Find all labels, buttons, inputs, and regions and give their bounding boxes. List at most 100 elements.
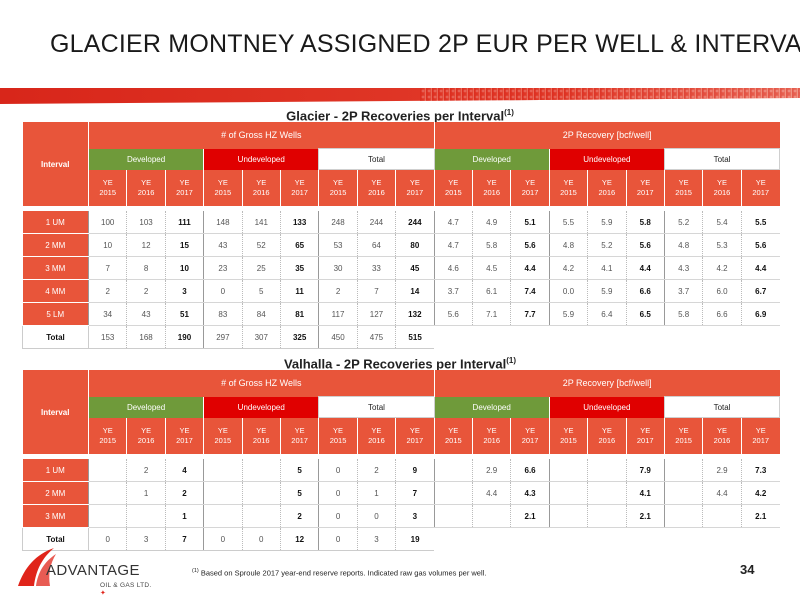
year-header: YE 2017: [164, 417, 204, 454]
valhalla-section-title: Valhalla - 2P Recoveries per Interval(1): [283, 356, 517, 372]
table-cell: [663, 459, 703, 482]
sub-header: Developed: [87, 396, 204, 418]
table-cell: 12: [126, 233, 166, 257]
table-cell: 5: [279, 459, 319, 482]
table-cell: 51: [164, 302, 204, 326]
table-cell: 14: [395, 279, 435, 303]
table-cell: 133: [279, 211, 319, 234]
year-header: YE 2017: [395, 417, 435, 454]
table-cell: [126, 504, 166, 528]
table-cell: 3.7: [433, 279, 473, 303]
table-cell: 33: [356, 256, 396, 280]
table-cell: [548, 459, 588, 482]
table-cell: 5.8: [625, 211, 665, 234]
year-header: YE 2017: [740, 169, 780, 206]
table-cell: 4.4: [740, 256, 780, 280]
table-cell: 3.7: [663, 279, 703, 303]
table-cell: 4.1: [587, 256, 627, 280]
table-cell: [433, 481, 473, 505]
table-cell: 6.6: [702, 302, 742, 326]
table-cell: 4.4: [471, 481, 511, 505]
table-cell: 6.6: [625, 279, 665, 303]
year-header: YE 2016: [241, 417, 281, 454]
group-header: 2P Recovery [bcf/well]: [433, 122, 780, 149]
table-cell: [587, 459, 627, 482]
table-cell: 5.6: [433, 302, 473, 326]
table-cell: 0: [318, 481, 358, 505]
logo-wordmark: ADVANTAGE: [46, 562, 140, 579]
year-header: YE 2015: [318, 169, 358, 206]
table-cell: 64: [356, 233, 396, 257]
table-cell: 6.7: [740, 279, 780, 303]
row-label: 3 MM: [22, 504, 89, 528]
year-header: YE 2016: [126, 169, 166, 206]
table-cell: 2: [279, 504, 319, 528]
total-row: Total 153 168 190 297 307 325 450 475 515: [22, 325, 780, 349]
row-label: Total: [22, 527, 89, 551]
year-header: YE 2017: [510, 169, 550, 206]
year-header: YE 2016: [702, 417, 742, 454]
table-cell: 148: [203, 211, 243, 234]
table-cell: 248: [318, 211, 358, 234]
table-cell: 2.1: [740, 504, 780, 528]
table-cell: 5.3: [702, 233, 742, 257]
table-cell: 7.7: [510, 302, 550, 326]
glacier-section-title: Glacier - 2P Recoveries per Interval(1): [286, 108, 514, 124]
table-cell: 4.2: [702, 256, 742, 280]
year-header: YE 2016: [702, 169, 742, 206]
table-cell: 80: [395, 233, 435, 257]
table-cell: 43: [203, 233, 243, 257]
year-header: YE 2015: [433, 417, 473, 454]
table-cell: 4.8: [663, 233, 703, 257]
table-cell: 2.1: [625, 504, 665, 528]
table-row: 3 MM 1 2 0 0 3 2.1 2.1 2.1: [22, 504, 780, 528]
table-cell: [663, 481, 703, 505]
table-cell: 475: [356, 325, 396, 349]
table-cell: 4.2: [548, 256, 588, 280]
row-label: 2 MM: [22, 233, 89, 257]
table-cell: 4.3: [663, 256, 703, 280]
table-cell: 4.4: [702, 481, 742, 505]
table-cell: 8: [126, 256, 166, 280]
table-cell: 11: [279, 279, 319, 303]
table-cell: 0: [87, 527, 127, 551]
table-cell: 2: [126, 459, 166, 482]
table-cell: 34: [87, 302, 127, 326]
table-cell: 23: [203, 256, 243, 280]
sub-header: Total: [318, 396, 435, 418]
table-cell: 168: [126, 325, 166, 349]
table-cell: 4: [164, 459, 204, 482]
table-cell: 43: [126, 302, 166, 326]
table-cell: 0: [203, 527, 243, 551]
year-header: YE 2017: [279, 169, 319, 206]
sub-header: Undeveloped: [548, 396, 665, 418]
table-cell: 5.1: [510, 211, 550, 234]
table-cell: 5.2: [663, 211, 703, 234]
table-cell: [241, 481, 281, 505]
year-header: YE 2015: [548, 169, 588, 206]
table-cell: 127: [356, 302, 396, 326]
table-cell: 7.4: [510, 279, 550, 303]
table-row: 1 UM 100 103 111 148 141 133 248 244 244 4.7 4.9 5.1…: [22, 211, 780, 234]
year-header: YE 2017: [625, 169, 665, 206]
table-cell: [203, 481, 243, 505]
table-cell: 4.9: [471, 211, 511, 234]
table-cell: 2.9: [702, 459, 742, 482]
table-cell: 6.6: [510, 459, 550, 482]
year-header: YE 2017: [279, 417, 319, 454]
table-cell: 25: [241, 256, 281, 280]
table-row: 5 LM 34 43 51 83 84 81 117 127 132 5.6 7.1 7.7 5.9 6.4…: [22, 302, 780, 326]
table-cell: 1: [126, 481, 166, 505]
table-row: 2 MM 1 2 5 0 1 7 4.4 4.3 4.1 4.4 4.2: [22, 481, 780, 505]
table-cell: [433, 504, 473, 528]
valhalla-table: Interval # of Gross HZ Wells 2P Recovery […: [22, 370, 781, 551]
table-cell: [87, 459, 127, 482]
table-cell: 7: [395, 481, 435, 505]
year-header: YE 2015: [203, 417, 243, 454]
interval-header: Interval: [22, 122, 89, 206]
table-row: 1 UM 2 4 5 0 2 9 2.9 6.6 7.9 2.9 7.3: [22, 459, 780, 482]
year-header: YE 2017: [164, 169, 204, 206]
table-cell: 5: [241, 279, 281, 303]
table-cell: 9: [395, 459, 435, 482]
table-cell: 7.1: [471, 302, 511, 326]
